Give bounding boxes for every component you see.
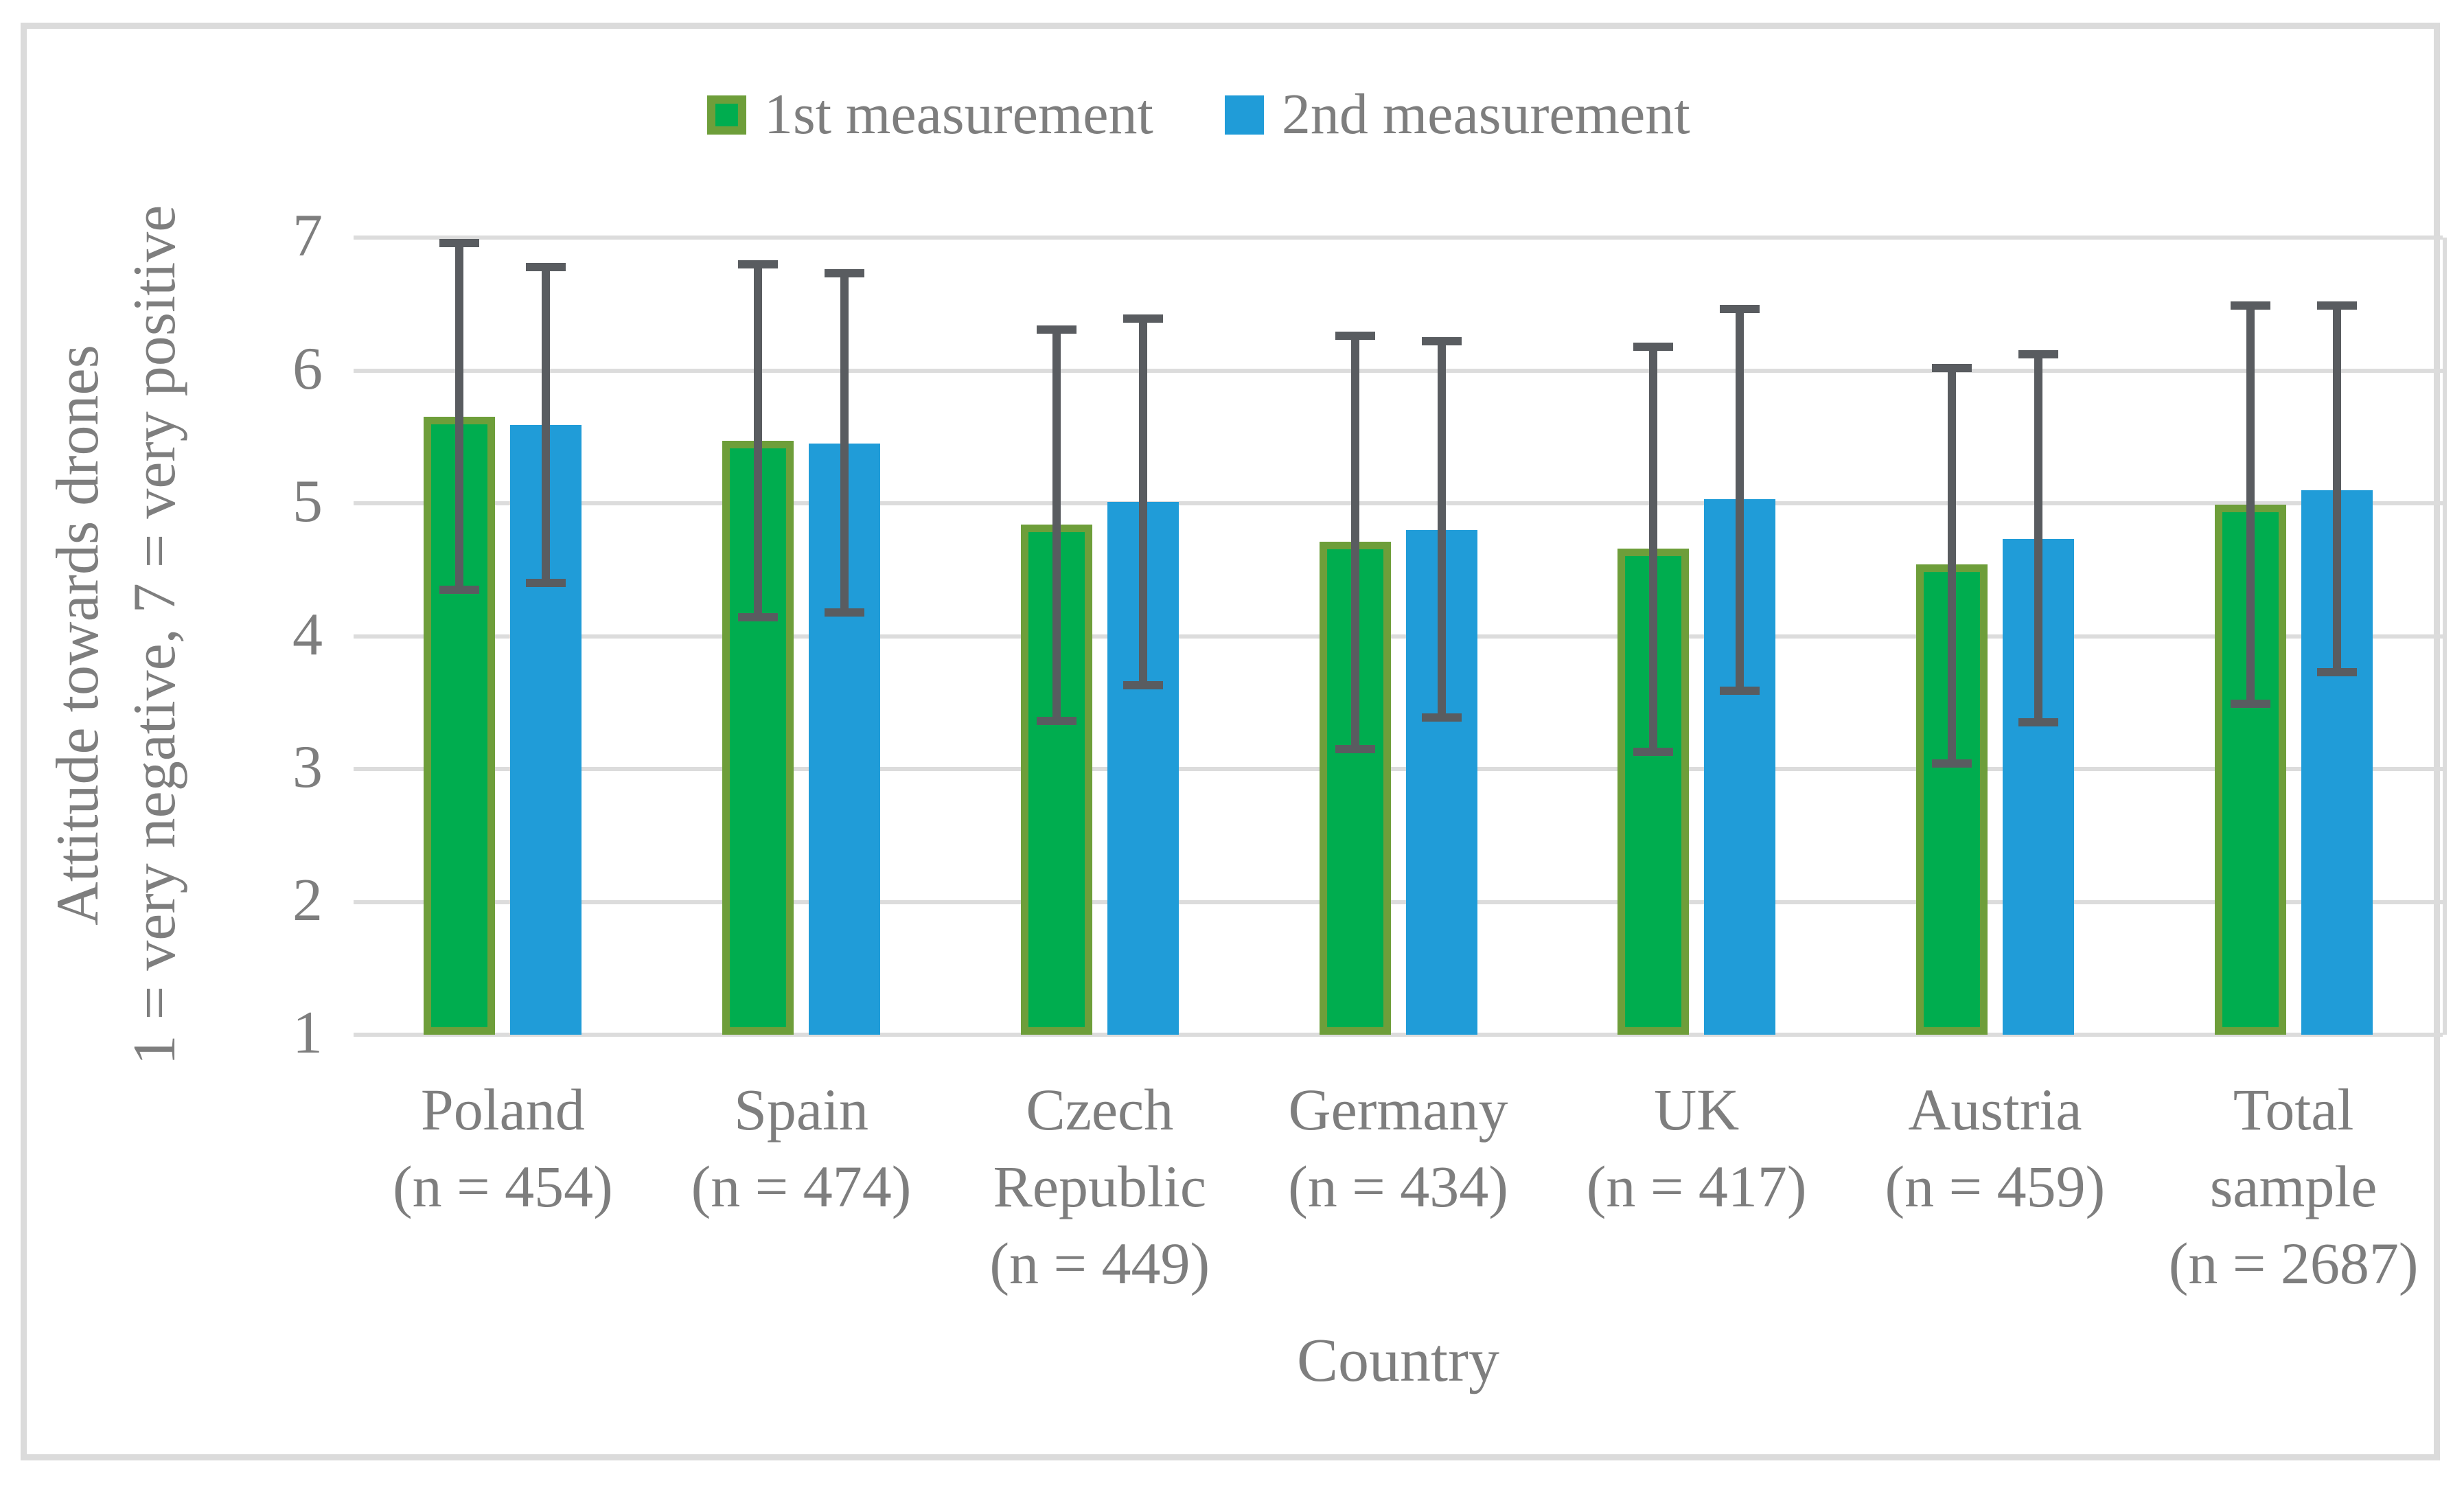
x-category-label-line: Spain [734,1077,868,1143]
error-cap-bottom-2nd-czech-republic [1122,681,1163,690]
error-cap-top-1st-uk [1633,342,1674,351]
x-category-label-spain: Spain (n = 474) [652,1071,951,1225]
error-cap-bottom-1st-total-sample [2230,700,2270,709]
error-cap-bottom-1st-uk [1633,747,1674,756]
error-bar-1st-austria [1947,367,1956,764]
x-category-label-total-sample: Total sample (n = 2687) [2144,1071,2443,1302]
error-bar-1st-spain [754,264,763,618]
legend-label-2nd: 2nd measurement [1281,82,1690,146]
legend-label-1st: 1st measurement [764,82,1153,146]
gridline-2 [354,899,2443,904]
error-cap-top-2nd-spain [825,269,865,278]
error-bar-1st-uk [1649,346,1658,752]
error-cap-top-1st-spain [738,260,779,268]
x-category-label-line: Czech [1026,1077,1174,1143]
error-cap-top-2nd-germany [1421,336,1462,345]
error-bar-1st-total-sample [2246,305,2255,704]
x-category-label-czech-republic: Czech Republic (n = 449) [950,1071,1249,1302]
x-category-label-line: sample [2209,1154,2377,1219]
x-category-label-line: Poland [420,1077,585,1143]
x-category-label-austria: Austria (n = 459) [1846,1071,2145,1225]
x-category-label-line: (n = 474) [691,1154,912,1219]
error-bar-2nd-austria [2034,354,2042,723]
error-cap-top-1st-czech-republic [1036,325,1076,334]
y-axis-title-line2: 1 = very negative, 7 = very positive [122,205,188,1066]
error-cap-bottom-1st-spain [738,613,779,622]
x-category-label-line: (n = 449) [989,1230,1210,1296]
x-category-label-germany: Germany (n = 434) [1249,1071,1547,1225]
legend-item-2nd-measurement: 2nd measurement [1224,82,1690,146]
gridline-6 [354,368,2443,373]
error-bar-2nd-germany [1437,341,1446,718]
y-tick-label-5: 5 [292,468,323,535]
error-bar-1st-czech-republic [1052,329,1061,722]
error-cap-top-2nd-uk [1720,305,1760,314]
x-category-label-line: Total [2233,1077,2354,1143]
y-tick-label-3: 3 [292,734,323,801]
error-cap-bottom-1st-poland [439,585,480,594]
blue-swatch-icon [1224,95,1264,135]
plot-right-border [2443,238,2447,1035]
x-category-label-line: Germany [1288,1077,1508,1143]
gridline-4 [354,634,2443,639]
y-tick-label-1: 1 [292,1000,323,1066]
error-cap-bottom-2nd-uk [1720,686,1760,695]
x-category-label-line: (n = 454) [392,1154,613,1219]
error-cap-bottom-2nd-austria [2018,718,2058,727]
y-axis-title-line1: Attitude towards drones [45,345,111,926]
y-tick-label-4: 4 [292,601,323,668]
x-category-label-line: (n = 2687) [2168,1230,2419,1296]
error-bar-2nd-poland [542,266,551,584]
green-swatch-icon [707,95,746,135]
error-bar-2nd-total-sample [2332,305,2341,672]
error-bar-2nd-uk [1736,309,1745,691]
error-cap-bottom-1st-germany [1335,744,1375,753]
gridline-5 [354,501,2443,505]
x-category-label-line: UK [1654,1077,1740,1143]
x-category-label-line: Republic [993,1154,1207,1219]
x-category-label-uk: UK (n = 417) [1547,1071,1846,1225]
error-cap-top-1st-total-sample [2230,301,2270,310]
legend: 1st measurement 2nd measurement [707,84,1690,146]
error-cap-bottom-1st-austria [1931,759,1972,768]
gridline-7 [354,236,2443,240]
error-bar-2nd-spain [840,273,849,612]
x-category-label-line: (n = 459) [1885,1154,2106,1219]
error-cap-top-1st-austria [1931,363,1972,372]
error-cap-bottom-2nd-spain [825,608,865,617]
x-category-label-line: (n = 417) [1586,1154,1807,1219]
x-category-label-line: Austria [1908,1077,2082,1143]
x-category-label-line: (n = 434) [1288,1154,1508,1219]
error-bar-2nd-czech-republic [1138,319,1147,686]
y-axis-title: Attitude towards drones 1 = very negativ… [40,205,194,1066]
plot-area [354,236,2447,1037]
error-bar-1st-germany [1350,336,1359,749]
x-category-label-poland: Poland (n = 454) [354,1071,652,1225]
y-tick-label-6: 6 [292,335,323,402]
error-cap-bottom-2nd-poland [526,579,566,588]
y-tick-label-2: 2 [292,866,323,934]
error-cap-top-1st-germany [1335,332,1375,341]
error-cap-top-1st-poland [439,238,480,247]
error-cap-top-2nd-czech-republic [1122,314,1163,323]
error-cap-top-2nd-total-sample [2316,301,2357,310]
error-cap-bottom-2nd-germany [1421,713,1462,722]
error-cap-top-2nd-poland [526,262,566,271]
error-cap-top-2nd-austria [2018,350,2058,359]
gridline-1 [354,1033,2443,1037]
legend-item-1st-measurement: 1st measurement [707,84,1153,146]
gridline-3 [354,767,2443,771]
x-axis-title: Country [1296,1327,1499,1395]
error-bar-1st-poland [455,242,464,590]
y-tick-label-7: 7 [292,203,323,269]
error-cap-bottom-2nd-total-sample [2316,667,2357,676]
error-cap-bottom-1st-czech-republic [1036,717,1076,726]
